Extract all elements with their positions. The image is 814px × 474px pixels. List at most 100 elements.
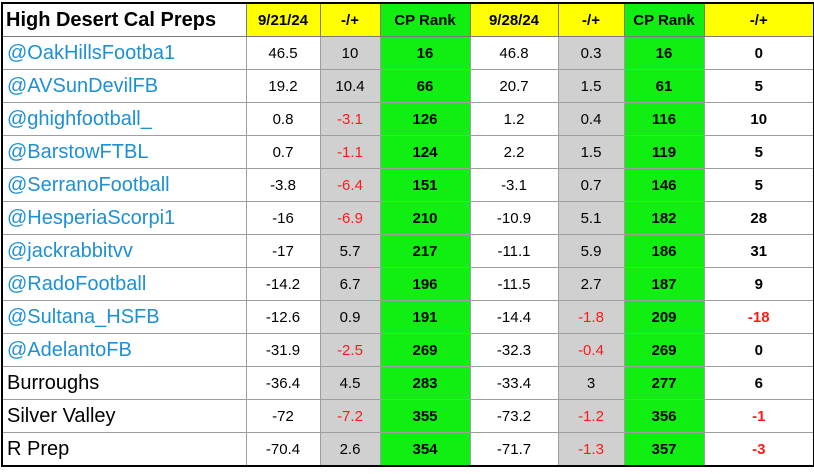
team-handle-link[interactable]: @RadoFootball bbox=[1, 267, 247, 301]
col-header-rank-change: -/+ bbox=[703, 2, 814, 37]
col-header-rank-2: CP Rank bbox=[623, 2, 705, 37]
rank-week-2-cell: 277 bbox=[623, 366, 705, 400]
rank-week-1-cell: 354 bbox=[379, 432, 471, 467]
score-change-2-cell: 5.1 bbox=[557, 201, 625, 235]
rank-week-2-cell: 186 bbox=[623, 234, 705, 268]
rank-week-1-cell: 355 bbox=[379, 399, 471, 433]
team-name: Burroughs bbox=[1, 366, 247, 400]
score-change-1-cell: -2.5 bbox=[319, 333, 381, 367]
rank-week-1-cell: 196 bbox=[379, 267, 471, 301]
team-handle-link[interactable]: @AdelantoFB bbox=[1, 333, 247, 367]
rank-week-2-cell: 16 bbox=[623, 36, 705, 70]
table-row: @HesperiaScorpi1 -16 -6.9 210 -10.9 5.1 182 28 bbox=[1, 201, 814, 235]
team-handle-link[interactable]: @ghighfootball_ bbox=[1, 102, 247, 136]
score-change-2-cell: -1.3 bbox=[557, 432, 625, 467]
team-handle-link[interactable]: @HesperiaScorpi1 bbox=[1, 201, 247, 235]
score-week-2-cell: 1.2 bbox=[469, 102, 559, 136]
score-change-2-cell: 0.3 bbox=[557, 36, 625, 70]
table-row: @Sultana_HSFB -12.6 0.9 191 -14.4 -1.8 209 -18 bbox=[1, 300, 814, 334]
score-week-2-cell: -10.9 bbox=[469, 201, 559, 235]
col-header-date-1: 9/21/24 bbox=[245, 2, 321, 37]
score-change-2-cell: 1.5 bbox=[557, 69, 625, 103]
score-week-1-cell: -3.8 bbox=[245, 168, 321, 202]
score-change-2-cell: 1.5 bbox=[557, 135, 625, 169]
score-week-1-cell: -14.2 bbox=[245, 267, 321, 301]
cal-preps-table: High Desert Cal Preps 9/21/24 -/+ CP Ran… bbox=[1, 2, 814, 467]
score-week-1-cell: 46.5 bbox=[245, 36, 321, 70]
score-change-2-cell: -1.2 bbox=[557, 399, 625, 433]
rank-week-2-cell: 119 bbox=[623, 135, 705, 169]
score-week-1-cell: -31.9 bbox=[245, 333, 321, 367]
rank-change-cell: 5 bbox=[703, 168, 814, 202]
rank-week-1-cell: 16 bbox=[379, 36, 471, 70]
rank-change-cell: 31 bbox=[703, 234, 814, 268]
team-handle-link[interactable]: @SerranoFootball bbox=[1, 168, 247, 202]
rank-week-2-cell: 209 bbox=[623, 300, 705, 334]
header-row: High Desert Cal Preps 9/21/24 -/+ CP Ran… bbox=[1, 2, 814, 37]
score-week-2-cell: -14.4 bbox=[469, 300, 559, 334]
score-change-2-cell: 2.7 bbox=[557, 267, 625, 301]
score-change-1-cell: -1.1 bbox=[319, 135, 381, 169]
score-week-2-cell: -73.2 bbox=[469, 399, 559, 433]
rank-week-1-cell: 210 bbox=[379, 201, 471, 235]
score-change-1-cell: 10 bbox=[319, 36, 381, 70]
table-row: @OakHillsFootba1 46.5 10 16 46.8 0.3 16 0 bbox=[1, 36, 814, 70]
rank-change-cell: 5 bbox=[703, 135, 814, 169]
score-week-1-cell: 0.7 bbox=[245, 135, 321, 169]
team-handle-link[interactable]: @AVSunDevilFB bbox=[1, 69, 247, 103]
team-handle-link[interactable]: @OakHillsFootba1 bbox=[1, 36, 247, 70]
rank-change-cell: -1 bbox=[703, 399, 814, 433]
score-week-1-cell: -70.4 bbox=[245, 432, 321, 467]
rank-change-cell: 9 bbox=[703, 267, 814, 301]
score-change-2-cell: 0.4 bbox=[557, 102, 625, 136]
score-change-2-cell: -1.8 bbox=[557, 300, 625, 334]
score-change-2-cell: 0.7 bbox=[557, 168, 625, 202]
score-change-1-cell: -3.1 bbox=[319, 102, 381, 136]
table-body: @OakHillsFootba1 46.5 10 16 46.8 0.3 16 0 @AVSun… bbox=[1, 36, 814, 467]
score-change-2-cell: 3 bbox=[557, 366, 625, 400]
rank-change-cell: 0 bbox=[703, 36, 814, 70]
rank-week-2-cell: 182 bbox=[623, 201, 705, 235]
score-week-1-cell: -16 bbox=[245, 201, 321, 235]
score-change-1-cell: 0.9 bbox=[319, 300, 381, 334]
rank-week-1-cell: 151 bbox=[379, 168, 471, 202]
team-name: Silver Valley bbox=[1, 399, 247, 433]
score-week-1-cell: -17 bbox=[245, 234, 321, 268]
col-header-rank-1: CP Rank bbox=[379, 2, 471, 37]
rank-change-cell: -3 bbox=[703, 432, 814, 467]
score-week-2-cell: -32.3 bbox=[469, 333, 559, 367]
table-row: @SerranoFootball -3.8 -6.4 151 -3.1 0.7 146 5 bbox=[1, 168, 814, 202]
score-week-2-cell: -3.1 bbox=[469, 168, 559, 202]
rank-change-cell: 6 bbox=[703, 366, 814, 400]
score-change-1-cell: 2.6 bbox=[319, 432, 381, 467]
rank-week-1-cell: 269 bbox=[379, 333, 471, 367]
score-change-1-cell: 10.4 bbox=[319, 69, 381, 103]
rank-week-1-cell: 283 bbox=[379, 366, 471, 400]
score-week-2-cell: -71.7 bbox=[469, 432, 559, 467]
team-handle-link[interactable]: @jackrabbitvv bbox=[1, 234, 247, 268]
team-name: R Prep bbox=[1, 432, 247, 467]
rank-week-2-cell: 116 bbox=[623, 102, 705, 136]
table-title: High Desert Cal Preps bbox=[1, 2, 247, 37]
col-header-date-2: 9/28/24 bbox=[469, 2, 559, 37]
rank-change-cell: 28 bbox=[703, 201, 814, 235]
score-change-1-cell: 5.7 bbox=[319, 234, 381, 268]
col-header-change-1: -/+ bbox=[319, 2, 381, 37]
table-row: Burroughs -36.4 4.5 283 -33.4 3 277 6 bbox=[1, 366, 814, 400]
table-row: @AVSunDevilFB 19.2 10.4 66 20.7 1.5 61 5 bbox=[1, 69, 814, 103]
score-week-2-cell: -11.5 bbox=[469, 267, 559, 301]
score-week-1-cell: -72 bbox=[245, 399, 321, 433]
score-change-1-cell: -6.9 bbox=[319, 201, 381, 235]
rank-week-1-cell: 124 bbox=[379, 135, 471, 169]
rank-change-cell: 10 bbox=[703, 102, 814, 136]
team-handle-link[interactable]: @BarstowFTBL bbox=[1, 135, 247, 169]
rank-change-cell: 5 bbox=[703, 69, 814, 103]
score-change-2-cell: -0.4 bbox=[557, 333, 625, 367]
score-change-1-cell: -7.2 bbox=[319, 399, 381, 433]
score-week-1-cell: 19.2 bbox=[245, 69, 321, 103]
score-change-1-cell: 4.5 bbox=[319, 366, 381, 400]
team-handle-link[interactable]: @Sultana_HSFB bbox=[1, 300, 247, 334]
table-row: @AdelantoFB -31.9 -2.5 269 -32.3 -0.4 269 0 bbox=[1, 333, 814, 367]
score-change-1-cell: -6.4 bbox=[319, 168, 381, 202]
rank-week-1-cell: 191 bbox=[379, 300, 471, 334]
